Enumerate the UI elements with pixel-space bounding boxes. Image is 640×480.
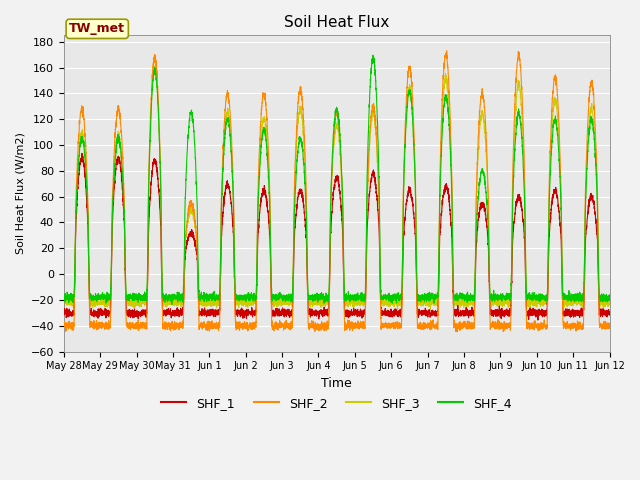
Y-axis label: Soil Heat Flux (W/m2): Soil Heat Flux (W/m2) <box>15 132 25 254</box>
Text: TW_met: TW_met <box>69 23 125 36</box>
Title: Soil Heat Flux: Soil Heat Flux <box>284 15 389 30</box>
X-axis label: Time: Time <box>321 377 352 390</box>
Legend: SHF_1, SHF_2, SHF_3, SHF_4: SHF_1, SHF_2, SHF_3, SHF_4 <box>156 392 517 415</box>
